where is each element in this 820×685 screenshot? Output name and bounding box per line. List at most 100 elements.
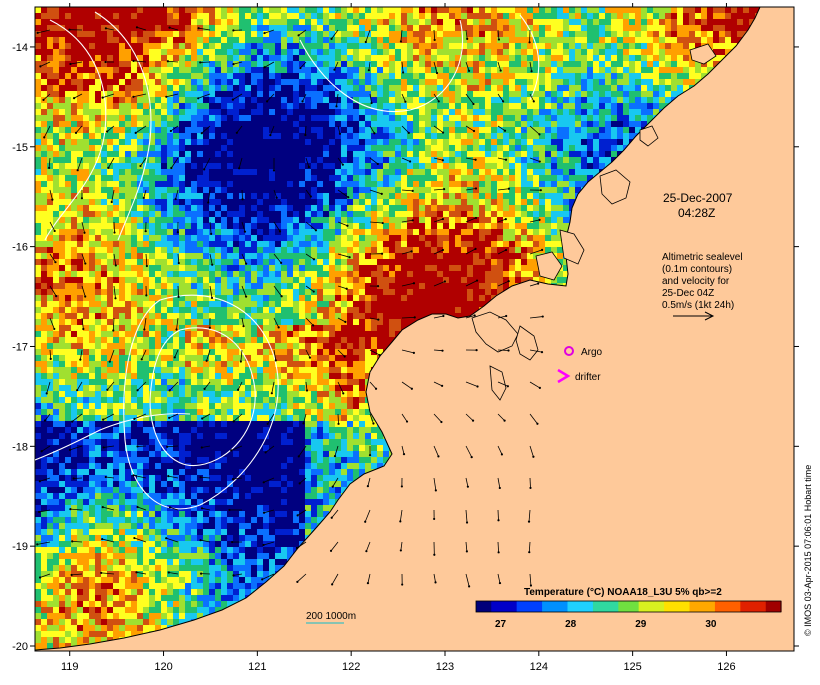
sst-pixel [179, 19, 185, 25]
sst-pixel [653, 79, 659, 85]
sst-pixel [437, 25, 443, 31]
sst-pixel [227, 43, 233, 49]
sst-pixel [653, 97, 659, 103]
sst-pixel [425, 13, 431, 19]
sst-pixel [425, 193, 431, 199]
sst-pixel [35, 163, 41, 169]
sst-pixel [587, 67, 593, 73]
sst-pixel [83, 91, 89, 97]
sst-pixel [587, 7, 593, 13]
sst-pixel [35, 79, 41, 85]
sst-pixel [251, 151, 257, 157]
sst-pixel [65, 139, 71, 145]
sst-pixel [491, 235, 497, 241]
sst-pixel [101, 121, 107, 127]
sst-pixel [323, 49, 329, 55]
sst-pixel [503, 85, 509, 91]
sst-pixel [131, 121, 137, 127]
sst-pixel [605, 61, 611, 67]
sst-pixel [377, 151, 383, 157]
sst-pixel [491, 109, 497, 115]
sst-pixel [257, 205, 263, 211]
sst-pixel [131, 181, 137, 187]
sst-pixel [167, 79, 173, 85]
sst-pixel [341, 175, 347, 181]
sst-pixel [203, 85, 209, 91]
sst-pixel [329, 193, 335, 199]
sst-pixel [113, 139, 119, 145]
sst-pixel [113, 229, 119, 235]
sst-pixel [299, 175, 305, 181]
sst-pixel [581, 139, 587, 145]
sst-pixel [401, 7, 407, 13]
sst-pixel [611, 145, 617, 151]
sst-pixel [431, 139, 437, 145]
sst-pixel [299, 49, 305, 55]
sst-pixel [221, 187, 227, 193]
sst-pixel [371, 67, 377, 73]
sst-pixel [413, 133, 419, 139]
sst-pixel [515, 157, 521, 163]
sst-pixel [389, 55, 395, 61]
sst-pixel [227, 121, 233, 127]
sst-pixel [575, 133, 581, 139]
sst-pixel [173, 73, 179, 79]
sst-pixel [179, 85, 185, 91]
sst-pixel [323, 79, 329, 85]
sst-pixel [461, 79, 467, 85]
sst-pixel [653, 25, 659, 31]
sst-pixel [119, 229, 125, 235]
sst-pixel [545, 73, 551, 79]
sst-pixel [233, 127, 239, 133]
sst-pixel [191, 37, 197, 43]
sst-pixel [695, 31, 701, 37]
sst-pixel [551, 37, 557, 43]
sst-pixel [227, 73, 233, 79]
sst-pixel [131, 235, 137, 241]
sst-pixel [71, 67, 77, 73]
sst-pixel [509, 79, 515, 85]
sst-pixel [311, 31, 317, 37]
sst-pixel [239, 145, 245, 151]
sst-pixel [329, 79, 335, 85]
sst-pixel [539, 205, 545, 211]
sst-pixel [95, 151, 101, 157]
sst-pixel [581, 121, 587, 127]
sst-pixel [185, 55, 191, 61]
sst-pixel [101, 229, 107, 235]
sst-pixel [53, 67, 59, 73]
sst-pixel [335, 43, 341, 49]
sst-pixel [335, 127, 341, 133]
sst-pixel [581, 145, 587, 151]
sst-pixel [485, 211, 491, 217]
sst-pixel [455, 199, 461, 205]
sst-pixel [281, 121, 287, 127]
sst-pixel [233, 67, 239, 73]
sst-pixel [149, 235, 155, 241]
sst-pixel [485, 151, 491, 157]
sst-pixel [461, 37, 467, 43]
sst-pixel [257, 211, 263, 217]
sst-pixel [455, 187, 461, 193]
sst-pixel [569, 175, 575, 181]
sst-pixel [623, 121, 629, 127]
sst-pixel [683, 31, 689, 37]
sst-pixel [71, 181, 77, 187]
sst-pixel [167, 85, 173, 91]
sst-pixel [329, 199, 335, 205]
sst-pixel [677, 7, 683, 13]
sst-pixel [227, 205, 233, 211]
sst-pixel [539, 43, 545, 49]
sst-pixel [335, 199, 341, 205]
sst-pixel [479, 133, 485, 139]
sst-pixel [401, 55, 407, 61]
sst-pixel [101, 187, 107, 193]
sst-pixel [599, 97, 605, 103]
sst-pixel [83, 115, 89, 121]
sst-pixel [449, 73, 455, 79]
sst-pixel [353, 187, 359, 193]
sst-pixel [59, 61, 65, 67]
sst-pixel [221, 211, 227, 217]
sst-pixel [35, 7, 41, 13]
sst-pixel [545, 223, 551, 229]
